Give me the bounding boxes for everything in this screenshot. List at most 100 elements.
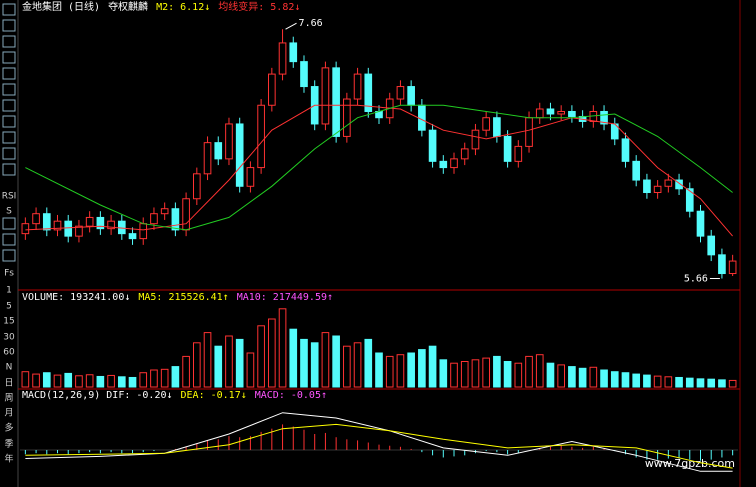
volume-bar (482, 357, 490, 388)
header-item: M2: 6.12↓ (156, 2, 210, 13)
volume-bar (203, 332, 212, 388)
toolbar-button[interactable]: 季 (4, 438, 13, 450)
candle-body (289, 42, 298, 63)
volume-bar (160, 368, 169, 388)
volume-bar (578, 367, 587, 388)
candle-body (632, 160, 641, 181)
volume-bar (182, 355, 190, 388)
toolbar-button[interactable]: S (6, 207, 12, 217)
candle-body (418, 104, 426, 131)
toolbar-button[interactable]: Fs (4, 269, 14, 279)
volume-bar (407, 352, 415, 388)
volume-bar (514, 362, 523, 388)
volume-bar (600, 369, 608, 388)
toolbar-button[interactable]: 30 (3, 333, 15, 343)
volume-bar (675, 376, 683, 388)
candle-body (364, 73, 373, 112)
candle-body (128, 233, 137, 240)
pane-header: 金地集团 (日线) 夺权麒麟 M2: 6.12↓ 均线变异: 5.82↓ (22, 0, 300, 13)
candle-body (728, 260, 737, 275)
toolbar-button[interactable]: RSI (2, 192, 17, 202)
volume-bar (685, 377, 694, 388)
header-item: MACD: -0.05↑ (255, 390, 327, 401)
toolbar-button[interactable]: 15 (3, 317, 14, 327)
volume-bar (42, 372, 51, 388)
toolbar-button[interactable]: 日 (4, 378, 13, 389)
header-item: 夺权麒麟 (108, 0, 148, 13)
low-label: 5.66 (684, 274, 708, 285)
volume-bar (171, 366, 180, 388)
watermark: www.7gpzb.com (645, 457, 735, 470)
indicator-line (25, 104, 733, 237)
candle-body (278, 42, 287, 75)
candle-body (460, 148, 469, 160)
candle-body (621, 138, 630, 162)
candle-body (75, 225, 83, 237)
volume-bar (728, 379, 737, 388)
volume-bar (96, 375, 105, 388)
volume-bar (139, 372, 148, 388)
volume-bar (428, 345, 437, 388)
toolbar-button[interactable]: 60 (3, 348, 15, 358)
volume-bar (460, 361, 469, 388)
candle-body (235, 123, 244, 187)
volume-bar (557, 364, 566, 388)
volume-bar (332, 335, 340, 388)
toolbar-button[interactable]: 周 (4, 393, 13, 404)
volume-bar (321, 332, 330, 388)
volume-bar (653, 375, 662, 388)
volume-bar (621, 372, 630, 388)
volume-bar (300, 338, 308, 388)
volume-bar (53, 374, 62, 388)
toolbar-button[interactable]: 月 (4, 408, 13, 419)
candle-body (685, 188, 694, 212)
candle-body (192, 173, 201, 200)
candle-body (64, 220, 73, 237)
volume-bar (632, 373, 641, 388)
volume-bar (32, 373, 40, 388)
toolbar-button[interactable]: 5 (6, 302, 12, 312)
candle-body (600, 110, 608, 125)
candle-body (514, 145, 523, 162)
candle-body (96, 216, 105, 230)
indicator-line (25, 104, 733, 231)
high-label: 7.66 (299, 18, 323, 29)
candle-body (493, 117, 501, 137)
volume-bar (643, 374, 651, 388)
candle-body (225, 123, 233, 160)
header-item: VOLUME: 193241.00↓ (22, 292, 130, 303)
toolbar-button[interactable]: 年 (4, 453, 13, 465)
volume-bar (664, 376, 673, 388)
volume-bar (278, 308, 287, 388)
candle-body (353, 73, 362, 100)
volume-bar (117, 376, 126, 388)
toolbar-button[interactable]: 多 (4, 422, 13, 434)
volume-bar (364, 338, 373, 388)
volume-bar (268, 318, 276, 388)
volume-bar (493, 355, 501, 388)
candle-body (643, 179, 651, 194)
candle-body (160, 208, 169, 215)
volume-bar (225, 335, 233, 388)
toolbar-button[interactable]: 1 (6, 286, 12, 296)
candle-body (568, 110, 576, 117)
candle-body (21, 223, 30, 235)
candle-body (246, 167, 255, 187)
volume-bar (707, 378, 716, 388)
candle-body (171, 208, 180, 231)
volume-bar (235, 338, 244, 388)
candle-body (535, 108, 544, 119)
volume-bar (610, 371, 619, 388)
candle-body (407, 86, 415, 106)
volume-bar (696, 378, 705, 388)
candle-body (450, 158, 458, 169)
volume-bar (439, 359, 448, 388)
volume-bar (128, 376, 137, 388)
toolbar-button[interactable]: N (6, 363, 13, 373)
volume-bar (535, 354, 544, 388)
candle-body (150, 213, 158, 225)
candle-body (53, 220, 62, 231)
volume-bar (343, 345, 351, 388)
volume-bar (64, 372, 73, 388)
